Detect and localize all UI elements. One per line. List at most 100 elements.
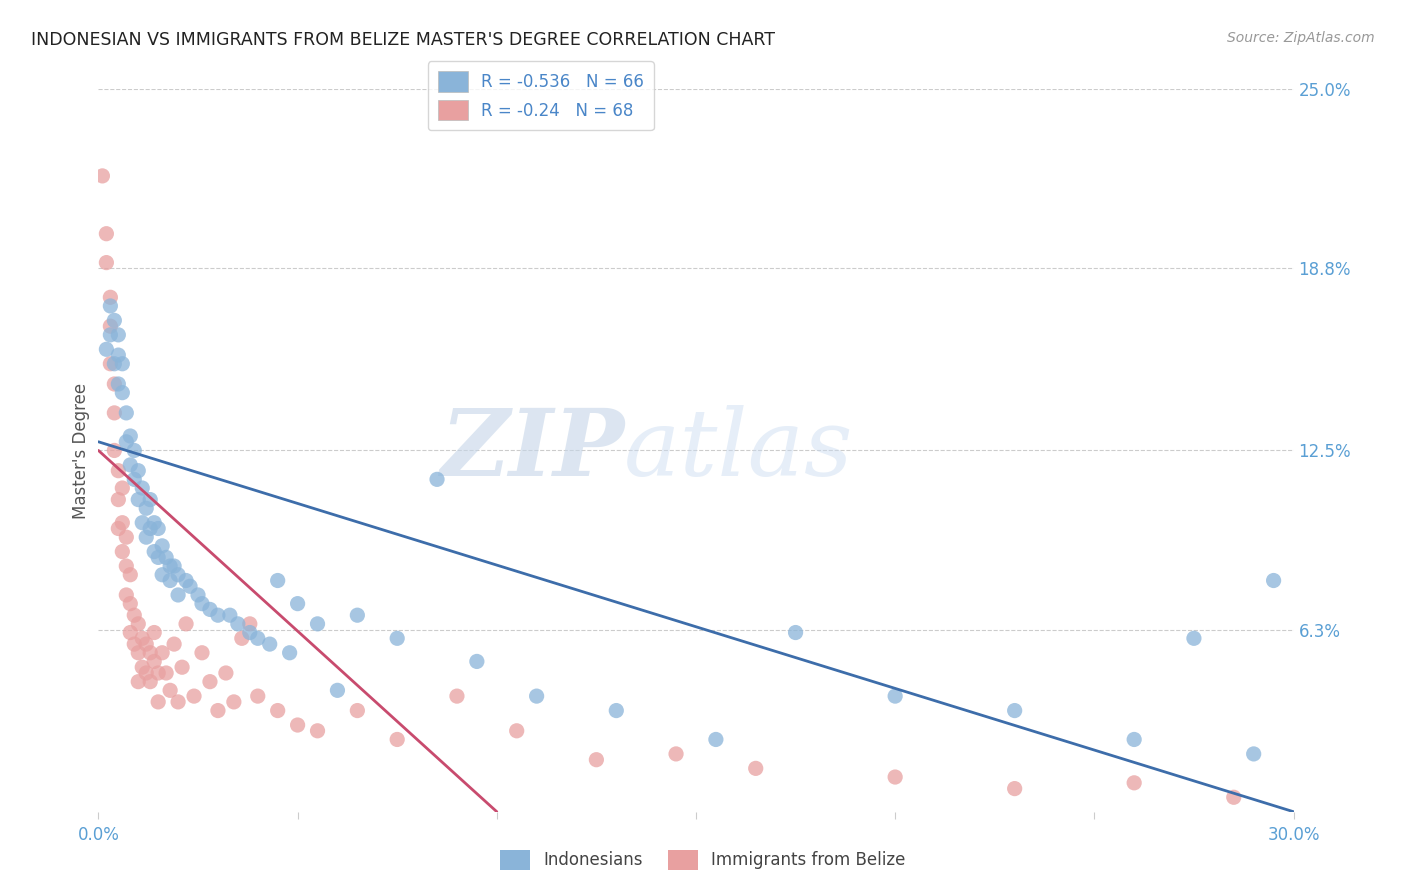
Point <box>150 646 173 660</box>
Text: INDONESIAN VS IMMIGRANTS FROM BELIZE MASTER'S DEGREE CORRELATION CHART: INDONESIAN VS IMMIGRANTS FROM BELIZE MAS… <box>31 31 775 49</box>
Point <box>246 689 269 703</box>
Point <box>120 458 142 472</box>
Point <box>115 588 138 602</box>
Point <box>139 521 162 535</box>
Point <box>155 550 177 565</box>
Point <box>148 550 170 565</box>
Point <box>222 695 245 709</box>
Point <box>148 665 170 680</box>
Point <box>131 516 153 530</box>
Point <box>127 646 149 660</box>
Point <box>1182 632 1205 646</box>
Point <box>1243 747 1265 761</box>
Point <box>107 348 129 362</box>
Point <box>124 637 146 651</box>
Point <box>139 646 162 660</box>
Point <box>111 516 134 530</box>
Point <box>287 597 309 611</box>
Point <box>785 625 807 640</box>
Point <box>96 343 118 357</box>
Point <box>124 472 146 486</box>
Point <box>239 616 262 631</box>
Point <box>143 544 166 558</box>
Point <box>155 665 177 680</box>
Point <box>103 357 125 371</box>
Point <box>111 357 134 371</box>
Point <box>191 646 214 660</box>
Point <box>139 492 162 507</box>
Point <box>159 574 181 588</box>
Point <box>124 443 146 458</box>
Point <box>1004 781 1026 796</box>
Point <box>207 608 229 623</box>
Point <box>159 683 181 698</box>
Point <box>143 625 166 640</box>
Point <box>346 704 368 718</box>
Point <box>150 567 173 582</box>
Point <box>107 376 129 391</box>
Point <box>127 464 149 478</box>
Point <box>278 646 301 660</box>
Point <box>103 313 125 327</box>
Point <box>259 637 281 651</box>
Point <box>226 616 249 631</box>
Point <box>1263 574 1285 588</box>
Point <box>107 327 129 342</box>
Point <box>148 695 170 709</box>
Point <box>385 632 409 646</box>
Point <box>111 385 134 400</box>
Text: ZIP: ZIP <box>440 406 624 495</box>
Point <box>287 718 309 732</box>
Point <box>107 464 129 478</box>
Point <box>174 574 197 588</box>
Point <box>1123 732 1146 747</box>
Point <box>167 695 190 709</box>
Point <box>198 674 221 689</box>
Point <box>96 255 118 269</box>
Point <box>526 689 548 703</box>
Point <box>183 689 205 703</box>
Point <box>127 674 149 689</box>
Point <box>163 559 186 574</box>
Point <box>239 625 262 640</box>
Point <box>98 290 122 304</box>
Point <box>307 616 329 631</box>
Point <box>207 704 229 718</box>
Point <box>385 732 409 747</box>
Text: atlas: atlas <box>624 406 853 495</box>
Point <box>135 501 157 516</box>
Point <box>127 616 149 631</box>
Point <box>111 481 134 495</box>
Point <box>91 169 114 183</box>
Point <box>1362 799 1385 814</box>
Point <box>174 616 197 631</box>
Point <box>884 689 907 703</box>
Point <box>1302 781 1324 796</box>
Point <box>246 632 269 646</box>
Point <box>120 625 142 640</box>
Point <box>127 492 149 507</box>
Point <box>704 732 727 747</box>
Point <box>215 665 238 680</box>
Point <box>884 770 907 784</box>
Point <box>103 406 125 420</box>
Point <box>150 539 173 553</box>
Point <box>111 544 134 558</box>
Point <box>124 608 146 623</box>
Point <box>167 588 190 602</box>
Point <box>506 723 529 738</box>
Point <box>103 443 125 458</box>
Point <box>191 597 214 611</box>
Point <box>115 559 138 574</box>
Point <box>465 655 488 669</box>
Point <box>135 530 157 544</box>
Point <box>96 227 118 241</box>
Point <box>120 429 142 443</box>
Point <box>115 434 138 449</box>
Point <box>120 597 142 611</box>
Point <box>107 521 129 535</box>
Point <box>585 753 607 767</box>
Text: Source: ZipAtlas.com: Source: ZipAtlas.com <box>1227 31 1375 45</box>
Point <box>98 299 122 313</box>
Point <box>307 723 329 738</box>
